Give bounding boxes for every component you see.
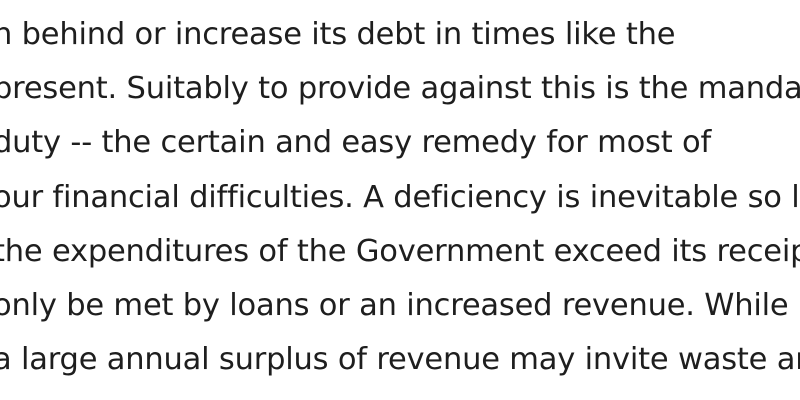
- text-line: duty -- the certain and easy remedy for …: [0, 125, 711, 161]
- text-line: a large annual surplus of revenue may in…: [0, 342, 800, 378]
- text-line: n behind or increase its debt in times l…: [0, 17, 676, 52]
- text-line: the expenditures of the Government excee…: [0, 233, 800, 269]
- text-line: present. Suitably to provide against thi…: [0, 71, 800, 107]
- text-line: only be met by loans or an increased rev…: [0, 288, 789, 324]
- body-text: n behind or increase its debt in times l…: [0, 8, 800, 387]
- text-line: our financial difficulties. A deficiency…: [0, 179, 800, 215]
